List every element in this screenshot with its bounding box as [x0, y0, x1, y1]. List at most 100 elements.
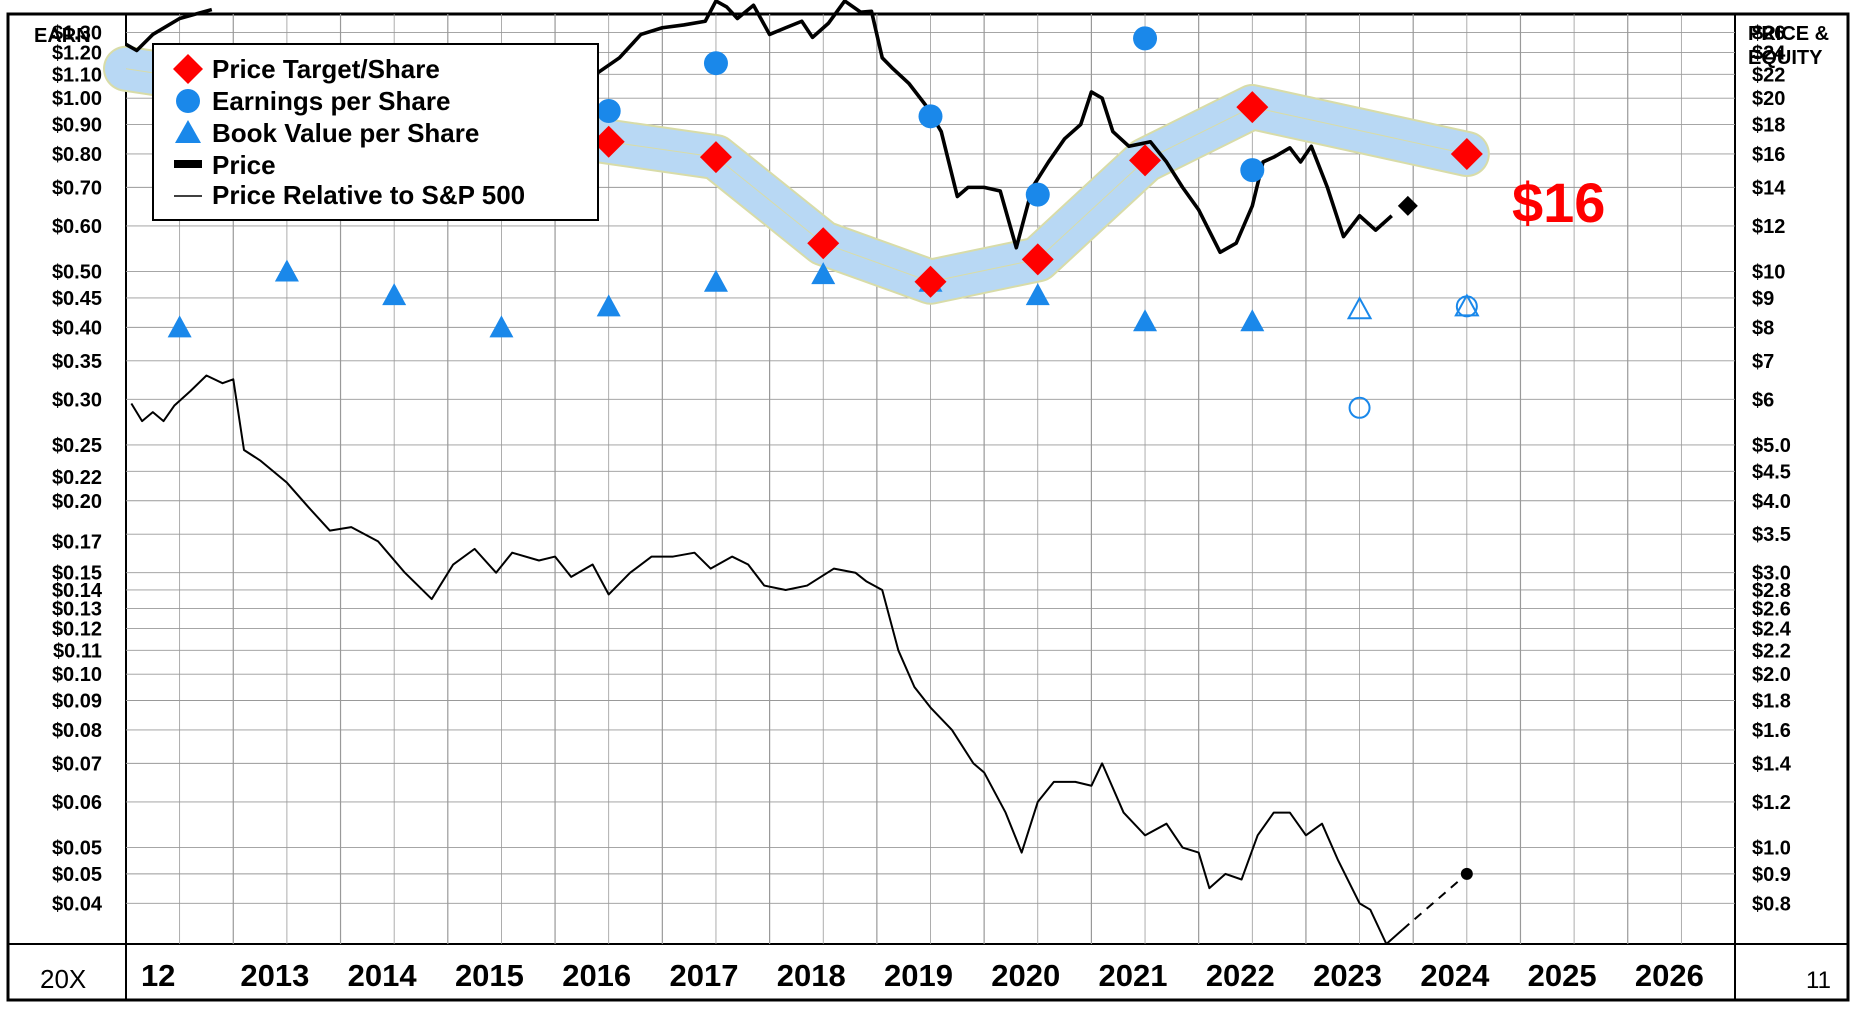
legend-circle-icon [176, 89, 200, 113]
right-tick-label: $4.0 [1752, 491, 1791, 513]
right-tick-label: $22 [1752, 64, 1785, 86]
right-tick-label: $1.2 [1752, 792, 1791, 814]
left-tick-label: $0.30 [52, 389, 102, 411]
book-value-triangle [489, 315, 514, 338]
left-tick-label: $0.80 [52, 144, 102, 166]
right-tick-label: $24 [1752, 43, 1786, 65]
right-tick-label: $20 [1752, 88, 1785, 110]
x-axis-label: 2023 [1313, 958, 1382, 993]
target-diamond [1021, 243, 1054, 276]
earnings-circle [596, 98, 621, 123]
legend-triangle-icon [175, 120, 201, 143]
relative-projection-line [1401, 873, 1468, 931]
book-value-triangle [382, 283, 407, 306]
left-tick-label: $0.05 [52, 864, 102, 886]
right-tick-label: $14 [1752, 177, 1786, 199]
x-axis-label: 2013 [240, 958, 309, 993]
x-axis-label: 2014 [348, 958, 418, 993]
target-diamond [1450, 137, 1483, 170]
target-diamond [592, 125, 625, 158]
left-axis-title: EARN [34, 25, 91, 47]
legend-label-relative: Price Relative to S&P 500 [212, 180, 525, 210]
x-axis-label: 12 [141, 958, 175, 993]
left-tick-label: $0.70 [52, 177, 102, 199]
legend-thick-line-icon [174, 160, 202, 168]
data-markers [167, 26, 1483, 419]
x-axis-label: 2022 [1206, 958, 1275, 993]
right-axis-title-line2: EQUITY [1748, 47, 1823, 69]
right-tick-label: $1.4 [1752, 753, 1792, 775]
left-tick-label: $0.15 [52, 563, 102, 585]
x-axis-label: 2020 [991, 958, 1060, 993]
right-tick-label: $3.5 [1752, 524, 1791, 546]
left-tick-label: $1.10 [52, 64, 102, 86]
legend-label-book: Book Value per Share [212, 118, 479, 148]
x-axis-label: 2021 [1099, 958, 1168, 993]
left-tick-label: $0.10 [52, 664, 102, 686]
left-tick-label: $0.17 [52, 531, 102, 553]
corner-label-right: 11 [1806, 967, 1831, 994]
right-tick-label: $8 [1752, 317, 1774, 339]
right-tick-label: $2.2 [1752, 640, 1791, 662]
target-diamond [807, 227, 840, 260]
earnings-circle [1133, 26, 1158, 51]
x-axis-label: 2017 [669, 958, 738, 993]
left-tick-label: $1.20 [52, 43, 102, 65]
x-axis-label: 2016 [562, 958, 631, 993]
x-axis-label: 2025 [1528, 958, 1597, 993]
right-tick-label: $9 [1752, 288, 1774, 310]
right-tick-label: $2.4 [1752, 619, 1792, 641]
corner-label-left: 20X [40, 964, 86, 994]
price-latest-marker [1397, 195, 1418, 216]
right-tick-label: $2.8 [1752, 580, 1791, 602]
earnings-estimate-circle [1455, 295, 1478, 318]
book-value-triangle [811, 262, 836, 285]
left-tick-label: $0.09 [52, 690, 102, 712]
left-axis-ticks: $1.30$1.20$1.10$1.00 $0.90 $0.80 $0.70 $0.60… [52, 23, 103, 916]
target-diamond [1236, 91, 1269, 124]
left-tick-label: $0.07 [52, 753, 102, 775]
left-tick-label: $0.13 [52, 599, 102, 621]
legend: Price Target/Share Earnings per Share Bo… [152, 43, 599, 221]
right-tick-label: $0.8 [1752, 893, 1791, 915]
legend-label-earnings: Earnings per Share [212, 86, 450, 116]
left-tick-label: $0.14 [52, 580, 103, 602]
chart-frame [6, 12, 1850, 1002]
earnings-circle [1025, 182, 1050, 207]
x-axis-labels: 12 2013 2014 2015 2016 2017 2018 2019 2020 2021 20… [141, 958, 1704, 993]
left-tick-label: $0.06 [52, 792, 102, 814]
left-tick-label: $0.22 [52, 467, 102, 489]
right-tick-label: $1.6 [1752, 720, 1791, 742]
right-axis-ticks: $26$24$22$20 $18 $16 $14 $12 $10 $9 $8 $7 $6 $5.0 $… [1752, 23, 1792, 916]
earnings-circle [703, 51, 728, 76]
right-tick-label: $1.8 [1752, 690, 1791, 712]
book-value-triangle [167, 315, 192, 338]
right-tick-label: $12 [1752, 216, 1785, 238]
book-value-triangle [1240, 309, 1265, 332]
left-tick-label: $0.25 [52, 435, 102, 457]
earnings-estimate-circle [1348, 396, 1371, 419]
right-tick-label: $2.0 [1752, 664, 1791, 686]
book-value-triangle [596, 294, 621, 317]
right-tick-label: $3.0 [1752, 563, 1791, 585]
left-tick-label: $1.00 [52, 88, 102, 110]
target-diamond [1129, 144, 1162, 177]
right-tick-label: $16 [1752, 144, 1785, 166]
right-tick-label: $18 [1752, 115, 1785, 137]
right-tick-label: $7 [1752, 351, 1774, 373]
relative-projection-point [1460, 867, 1473, 880]
x-axis-label: 2026 [1635, 958, 1704, 993]
left-tick-label: $0.05 [52, 838, 102, 860]
left-tick-label: $0.60 [52, 216, 102, 238]
left-tick-label: $0.20 [52, 491, 102, 513]
x-axis-label: 2024 [1420, 958, 1490, 993]
right-tick-label: $2.6 [1752, 599, 1791, 621]
right-tick-label: $6 [1752, 389, 1774, 411]
left-tick-label: $0.04 [52, 893, 103, 915]
right-tick-label: $5.0 [1752, 435, 1791, 457]
x-axis-label: 2015 [455, 958, 524, 993]
left-tick-label: $0.45 [52, 288, 102, 310]
target-callout: $16 [1512, 171, 1605, 234]
earnings-circle [1240, 158, 1265, 183]
